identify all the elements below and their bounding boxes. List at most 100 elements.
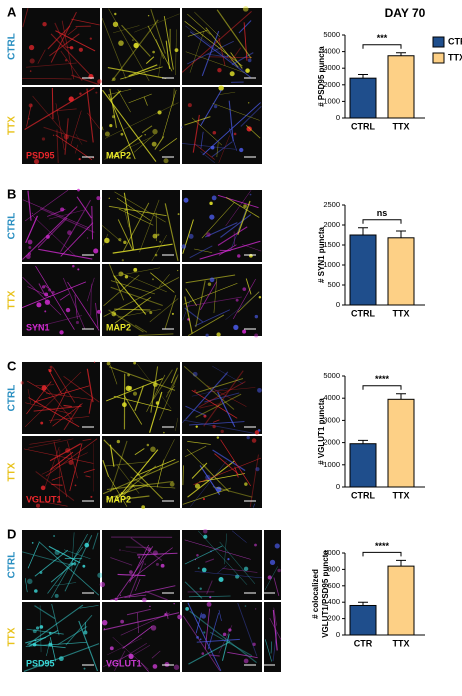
bar	[350, 444, 376, 487]
micrograph	[182, 530, 262, 600]
micrograph-spot	[152, 129, 157, 134]
micrograph-spot	[40, 422, 43, 425]
panel-label: A	[7, 4, 17, 19]
micrograph-spot	[175, 48, 179, 52]
micrograph-spot	[182, 244, 187, 249]
micrograph-spot	[163, 432, 165, 434]
micrograph-spot	[203, 535, 207, 539]
micrograph-spot	[152, 278, 154, 280]
x-tick-label: CTRL	[351, 121, 375, 131]
micrograph-spot	[250, 194, 252, 196]
micrograph-spot	[201, 652, 204, 655]
micrograph-spot	[55, 594, 59, 598]
micrograph-spot	[213, 131, 217, 135]
micrograph-spot	[34, 589, 38, 593]
micrograph-spot	[259, 296, 261, 298]
row-label: TTX	[7, 116, 18, 135]
micrograph-spot	[138, 556, 140, 558]
micrograph-spot	[201, 614, 206, 619]
micrograph-spot	[206, 232, 210, 236]
y-axis-label: # VGLUT1 puncta	[317, 398, 326, 465]
micrograph-spot	[200, 588, 202, 590]
micrograph-spot	[153, 234, 158, 239]
micrograph-spot	[181, 126, 182, 127]
micrograph-spot	[27, 579, 32, 584]
micrograph-spot	[196, 425, 198, 427]
micrograph-spot	[118, 271, 123, 276]
y-tick-label: 5000	[323, 371, 340, 380]
micrograph-spot	[30, 70, 32, 72]
micrograph-spot	[209, 214, 214, 219]
micrograph-spot	[248, 58, 252, 62]
micrograph-spot	[87, 237, 88, 238]
y-tick-label: 0	[336, 300, 340, 309]
bar	[350, 235, 376, 305]
micrograph-spot	[104, 238, 110, 244]
micrograph-spot	[122, 259, 124, 261]
stain-label: SYN1	[26, 322, 50, 332]
micrograph-spot	[53, 135, 54, 136]
micrograph-spot	[202, 568, 207, 573]
y-axis-label: VGLUT1/PSD95 puncta	[321, 550, 330, 638]
micrograph-spot	[49, 369, 52, 372]
micrograph-spot	[165, 662, 170, 667]
micrograph-spot	[96, 196, 100, 200]
y-tick-label: 5000	[323, 30, 340, 39]
stain-label: MAP2	[106, 150, 131, 160]
micrograph-spot	[196, 636, 199, 639]
y-axis-label: # SYN1 puncta	[317, 226, 326, 283]
micrograph-spot	[102, 620, 108, 626]
micrograph-spot	[211, 146, 215, 150]
micrograph-spot	[94, 362, 95, 363]
micrograph-spot	[33, 643, 37, 647]
micrograph-spot	[44, 310, 46, 312]
error-bar	[358, 75, 368, 79]
micrograph-spot	[44, 292, 48, 296]
micrograph-spot	[212, 425, 215, 428]
micrograph-fiber	[183, 465, 184, 485]
micrograph-spot	[132, 39, 133, 40]
x-tick-label: TTX	[393, 638, 410, 648]
micrograph-spot	[123, 241, 126, 244]
micrograph-spot	[255, 608, 256, 609]
micrograph-spot	[75, 484, 77, 486]
micrograph-spot	[185, 607, 189, 611]
micrograph-spot	[239, 148, 243, 152]
micrograph-spot	[257, 388, 262, 393]
significance-label: ****	[375, 541, 390, 551]
bar	[388, 238, 414, 305]
micrograph-spot	[45, 300, 50, 305]
micrograph-spot	[79, 48, 83, 52]
micrograph-spot	[189, 234, 194, 239]
micrograph-spot	[163, 158, 168, 163]
bar	[388, 56, 414, 118]
micrograph-spot	[114, 13, 116, 15]
micrograph-spot	[60, 207, 64, 211]
micrograph-spot	[200, 638, 202, 640]
row-label: CTRL	[7, 213, 18, 240]
micrograph-spot	[42, 137, 45, 140]
micrograph-spot	[32, 542, 34, 544]
micrograph-spot	[244, 482, 247, 485]
x-tick-label: CTR	[354, 638, 373, 648]
micrograph-spot	[28, 118, 30, 120]
micrograph-spot	[148, 15, 149, 16]
micrograph-spot	[79, 158, 81, 160]
micrograph-spot	[227, 558, 229, 560]
micrograph-spot	[212, 196, 217, 201]
bar	[388, 399, 414, 487]
micrograph-spot	[174, 665, 179, 670]
micrograph-spot	[223, 633, 227, 637]
micrograph-spot	[153, 664, 158, 669]
micrograph	[102, 530, 180, 600]
micrograph-spot	[216, 332, 220, 336]
micrograph-spot	[157, 234, 159, 236]
y-axis-label: # colocalized	[311, 569, 320, 619]
error-bar	[396, 394, 406, 400]
micrograph	[182, 87, 262, 164]
micrograph-spot	[141, 505, 145, 509]
micrograph-spot	[21, 381, 24, 384]
micrograph-spot	[84, 668, 86, 670]
